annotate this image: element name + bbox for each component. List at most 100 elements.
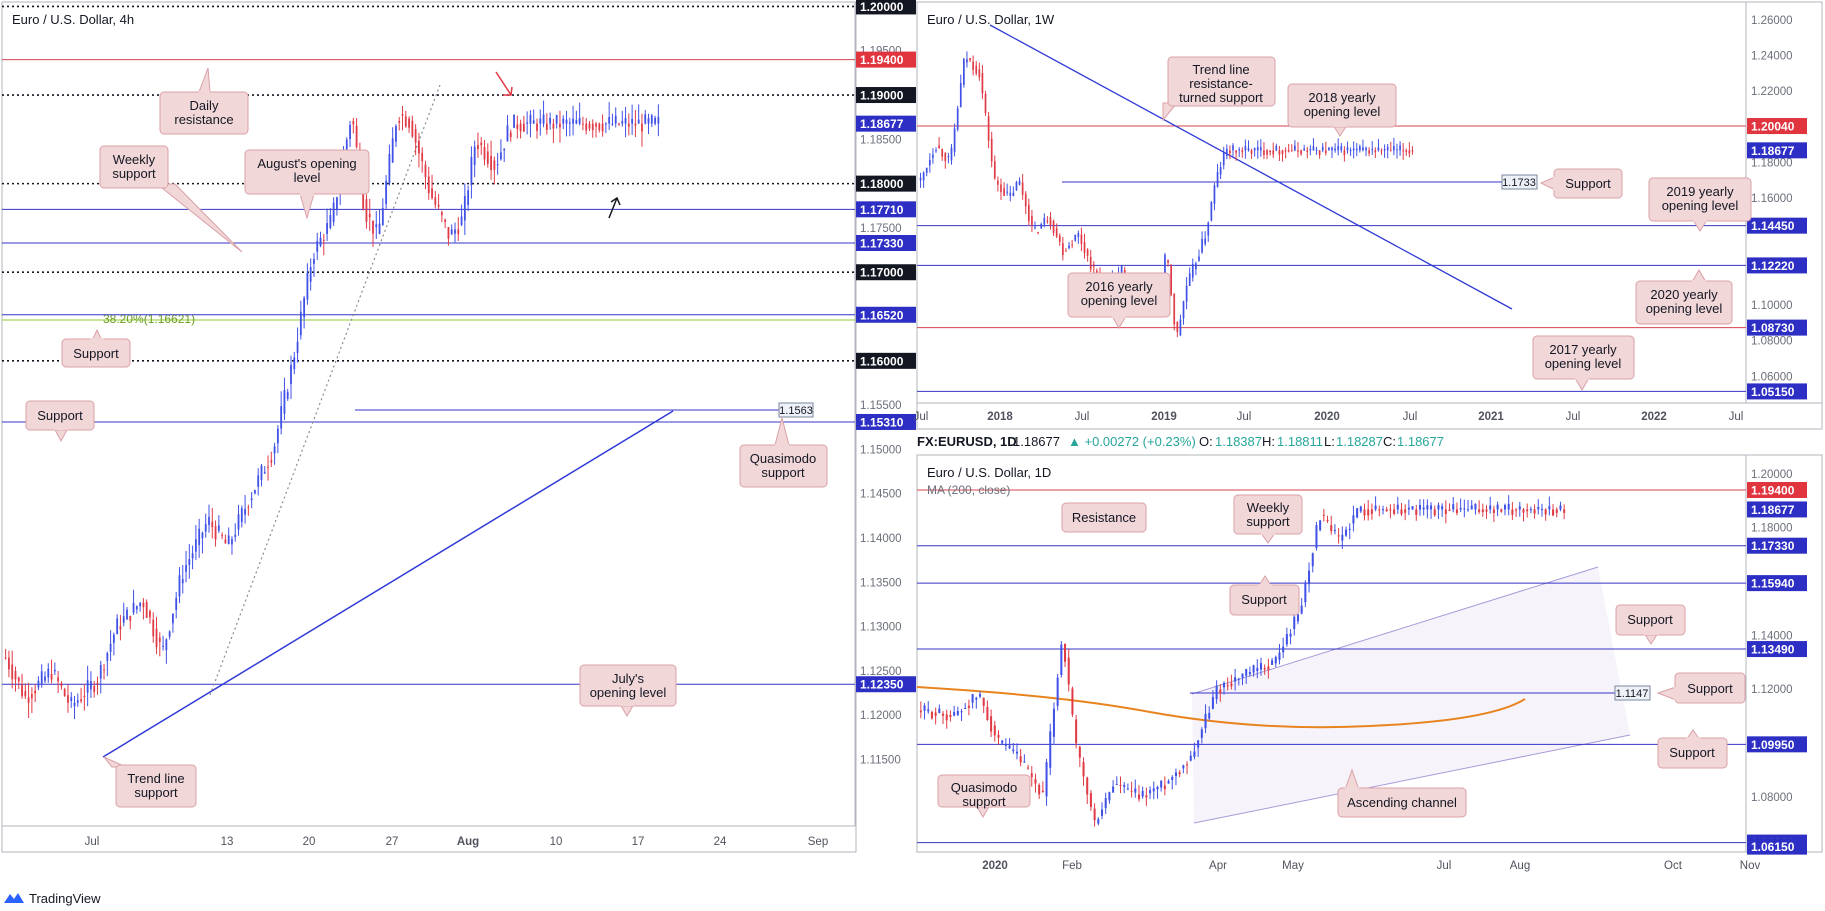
candle (1349, 147, 1352, 156)
callout-support-1531-text: Support (37, 408, 83, 423)
candle (283, 377, 286, 421)
candle (953, 705, 956, 717)
candle (1208, 706, 1211, 721)
candle (611, 113, 614, 126)
candle (1259, 657, 1263, 676)
price-badge-label: 1.17000 (860, 266, 904, 280)
candle (467, 185, 470, 212)
candle (572, 105, 574, 136)
daily-candles (919, 495, 1566, 827)
price-badge-label: 1.16000 (860, 354, 904, 368)
daily-axis-ticks: 1.20000 1.18000 1.14000 1.12000 1.08000 (1751, 469, 1793, 804)
candle (17, 676, 20, 690)
candle (539, 109, 542, 136)
candle (122, 602, 125, 627)
candle (1470, 500, 1473, 510)
candle (1263, 664, 1266, 675)
callout-ascending-channel-text: Ascending channel (1347, 795, 1457, 810)
candle (953, 123, 956, 157)
candle (1348, 523, 1351, 540)
candle (1441, 503, 1444, 517)
candle (1563, 504, 1566, 520)
candle (237, 504, 240, 536)
candle (1269, 150, 1271, 156)
daily-chart: 1.1147 1.20000 1.18000 1.14000 1.12000 1.080… (916, 465, 1807, 872)
candle (306, 263, 309, 305)
trend-line-support (102, 410, 674, 758)
left-price-badges: 1.20000 1.19400 1.19000 1.18677 1.18000 1.177… (856, 0, 916, 693)
candle (1404, 504, 1407, 521)
candle (969, 57, 971, 63)
price-badge (1747, 501, 1807, 518)
time-tick-label: Jul (1437, 860, 1452, 872)
price-badge-label: 1.17710 (860, 203, 904, 217)
candle (303, 295, 306, 329)
candle (319, 231, 322, 248)
candle (408, 116, 410, 133)
candle (1189, 750, 1192, 762)
candle (188, 544, 191, 579)
candle (1337, 138, 1340, 156)
candle (1526, 503, 1529, 518)
time-tick-label: Jul (914, 411, 929, 423)
candle (257, 468, 260, 496)
candle (355, 118, 358, 149)
candle (483, 140, 486, 166)
axis-tick-label: 1.11500 (860, 755, 901, 767)
candle (987, 111, 990, 149)
candle (365, 194, 368, 229)
candle (516, 115, 519, 139)
candle (103, 664, 105, 680)
candle (1315, 521, 1318, 551)
callout-ascending-channel: Ascending channel (1337, 768, 1467, 818)
candle (1134, 779, 1137, 798)
price-badge-label: 1.12350 (860, 678, 904, 692)
candle (40, 664, 43, 688)
price-badge-label: 1.09950 (1751, 738, 1795, 752)
callout-daily-support-1147-text: Support (1687, 681, 1733, 696)
candle (1331, 146, 1333, 158)
time-tick-label: 20 (303, 836, 316, 848)
candle (1027, 764, 1030, 770)
candle (1365, 146, 1367, 157)
candle (1056, 673, 1059, 711)
candle (990, 709, 993, 738)
candle (1012, 186, 1015, 197)
time-tick-label: Nov (1740, 860, 1761, 872)
candle (1207, 221, 1210, 242)
axis-tick-label: 1.18500 (860, 134, 902, 146)
candle (260, 463, 263, 487)
candle (1333, 524, 1336, 535)
axis-tick-label: 1.14500 (860, 489, 902, 501)
candle (1247, 140, 1250, 152)
candle (1219, 161, 1222, 180)
legend-open: 1.18387 (1215, 434, 1262, 449)
price-badge-label: 1.12220 (1751, 259, 1795, 273)
time-tick-label: 24 (714, 836, 727, 848)
candle (447, 227, 450, 246)
candle (1001, 739, 1004, 746)
candle (1008, 738, 1011, 750)
candle (1211, 690, 1214, 710)
candle (1167, 779, 1170, 784)
callout-daily-resistance: Daily resistance (159, 67, 249, 135)
candle (1308, 562, 1311, 593)
candle (1411, 146, 1414, 155)
price-badge (1747, 383, 1807, 400)
axis-tick-label: 1.18000 (1751, 523, 1793, 535)
price-badge (1747, 142, 1807, 159)
price-badge-label: 1.18677 (860, 117, 904, 131)
callout-daily-weekly-support-text: Weekly support (1246, 500, 1290, 529)
candle (1078, 745, 1081, 767)
callout-daily-support-1349-text: Support (1627, 612, 1673, 627)
candle (1003, 182, 1005, 196)
candle (1426, 499, 1429, 519)
candle (1555, 507, 1558, 518)
candle (109, 630, 112, 662)
candle (1093, 803, 1096, 827)
candle (1380, 148, 1383, 155)
candle (601, 114, 604, 137)
candle (1201, 231, 1203, 254)
candle (1452, 496, 1455, 513)
price-badge-label: 1.20040 (1751, 120, 1795, 134)
